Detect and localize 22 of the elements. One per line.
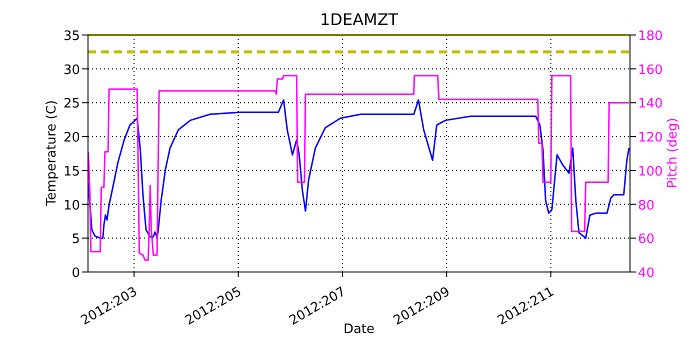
y-tick-label: 35 <box>63 29 80 44</box>
y2-tick-label: 40 <box>638 266 655 281</box>
y2-tick-label: 160 <box>638 62 663 78</box>
chart-title: 1DEAMZT <box>318 10 400 29</box>
y-tick-label: 15 <box>63 164 80 180</box>
y2-tick-label: 120 <box>638 130 663 146</box>
y-tick-label: 25 <box>63 96 80 112</box>
y-tick-label: 10 <box>63 198 80 214</box>
y2-tick-label: 100 <box>638 164 663 180</box>
x-axis-title: Date <box>343 322 375 337</box>
y-tick-label: 30 <box>63 62 80 78</box>
y2-tick-label: 60 <box>638 232 655 248</box>
line-series <box>88 74 630 261</box>
y-axis-title: Temperature (C) <box>44 100 60 206</box>
y-tick-label: 5 <box>72 232 80 248</box>
y2-axis-title: Pitch (deg) <box>666 118 680 188</box>
y-tick-label: 20 <box>63 130 80 146</box>
y2-tick-label: 80 <box>638 198 655 214</box>
y2-tick-label: 140 <box>638 96 663 112</box>
line-series <box>88 99 630 239</box>
y-tick-label: 0 <box>72 266 80 281</box>
y2-tick-label: 180 <box>638 29 663 44</box>
